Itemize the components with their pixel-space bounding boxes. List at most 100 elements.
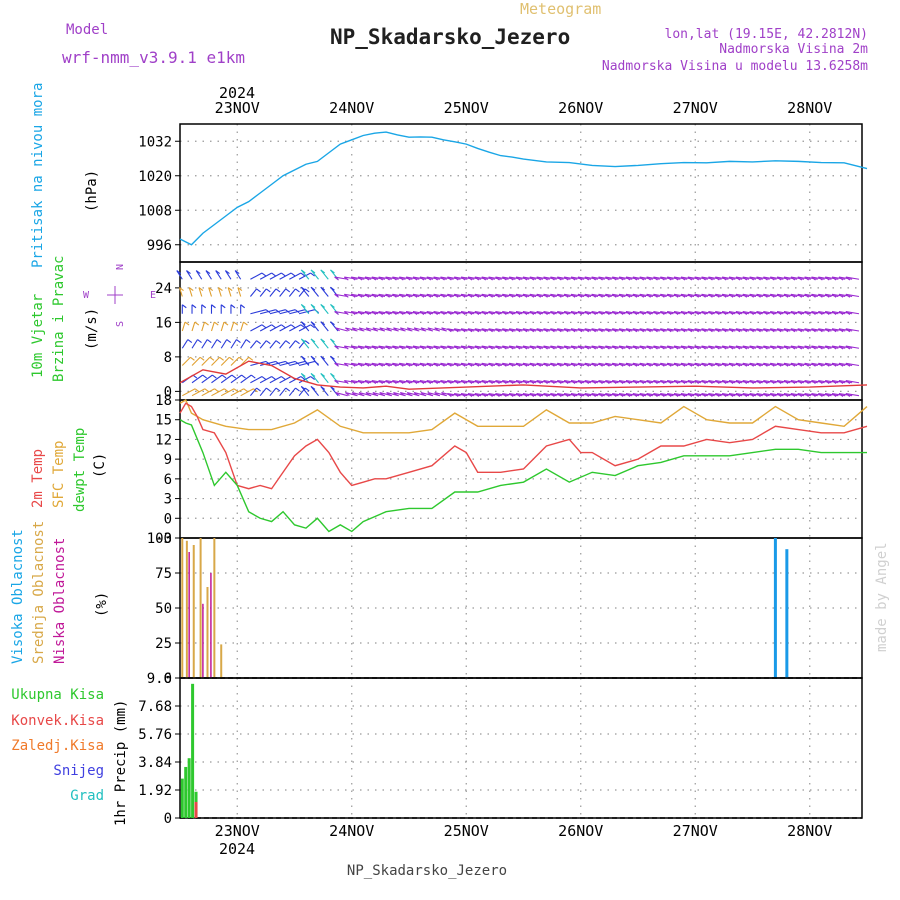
wind-speed-line (179, 360, 868, 390)
wind-arrow (722, 311, 736, 315)
wind-arrow-head (618, 328, 624, 333)
wind-arrow (742, 392, 757, 397)
wind-arrow (488, 380, 502, 384)
wind-arrow-head (742, 328, 748, 333)
wind-arrow-head (660, 345, 665, 350)
wind-arrow-head (666, 393, 672, 397)
wind-arrow-head (708, 362, 713, 367)
wind-arrow (364, 311, 379, 315)
wind-arrow (680, 328, 695, 332)
wind-arrow-head (213, 321, 219, 326)
wind-arrow (783, 293, 798, 298)
cloud-low-bar (202, 603, 204, 678)
wind-arrow (701, 392, 715, 397)
wind-arrow-head (818, 362, 823, 367)
wind-arrow (763, 328, 777, 332)
wind-arrow-head (334, 276, 339, 281)
ytick-label: 6 (164, 472, 172, 488)
wind-arrow-head (372, 392, 378, 396)
wind-arrow-head (680, 345, 686, 350)
wind-arrow-head (708, 345, 713, 350)
top-year-label: 2024 (219, 84, 255, 102)
wind-arrow-head (224, 388, 229, 393)
wind-arrow-head (756, 345, 761, 350)
wind-arrow-head (253, 388, 258, 393)
wind-arrow-head (495, 293, 500, 298)
precip-total-bar (191, 683, 195, 818)
wind-arrow-head (550, 362, 555, 367)
wind-arrow (220, 339, 228, 349)
wind-arrow-head (495, 311, 500, 316)
wind-arrow (364, 345, 379, 349)
wind-arrow-head (742, 311, 748, 316)
wind-arrow-head (508, 362, 514, 367)
wind-arrow (351, 362, 365, 367)
ytick-label: 7.68 (138, 699, 172, 715)
wind-arrow (536, 311, 550, 315)
wind-arrow (378, 380, 392, 384)
wind-arrow-head (790, 328, 796, 333)
station-title: NP_Skadarsko_Jezero (330, 25, 570, 49)
wind-arrow-head (756, 393, 761, 397)
wind-arrow (584, 311, 599, 315)
wind-arrow-head (584, 328, 590, 333)
wind-arrow (426, 293, 441, 298)
wind-arrow-head (515, 293, 521, 298)
wind-arrow (447, 345, 461, 349)
wind-arrow (536, 362, 550, 367)
wind-arrow (818, 276, 832, 280)
wind-arrow-head (543, 393, 548, 397)
wind-arrow-head (769, 311, 775, 316)
wind-arrow-head (756, 293, 761, 298)
wind-arrow-head (310, 376, 315, 380)
wind-arrow (687, 293, 702, 298)
wind-arrow-head (769, 328, 775, 333)
wind-arrow-head (351, 327, 357, 332)
wind-arrow-head (501, 293, 507, 298)
wind-arrow (646, 345, 660, 349)
wind-arrow-head (357, 362, 363, 367)
wind-arrow (364, 380, 379, 384)
wind-arrow (701, 276, 715, 280)
wind-arrow (694, 362, 708, 367)
wind-arrow-head (522, 276, 528, 281)
wind-arrow (260, 360, 276, 367)
wind-arrow (440, 380, 454, 384)
wind-arrow-head (371, 380, 377, 385)
wind-arrow-head (412, 380, 418, 385)
wind-arrow-head (591, 328, 596, 333)
wind-unit: (m/s) (84, 308, 100, 350)
wind-arrow (742, 311, 757, 315)
wind-arrow-head (230, 304, 236, 309)
wind-arrow (522, 362, 537, 367)
wind-arrow-head (818, 293, 823, 298)
wind-arrow-head (378, 293, 383, 298)
wind-arrow (529, 293, 544, 298)
bottom-date-label: 26NOV (558, 822, 603, 840)
wind-arrow-head (467, 393, 473, 397)
wind-arrow (818, 293, 832, 298)
wind-arrow (790, 345, 805, 349)
wind-arrow (687, 328, 702, 332)
wind-arrow (426, 311, 441, 315)
wind-arrow-head (680, 276, 686, 281)
wind-arrow (804, 345, 818, 349)
wind-arrow-head (598, 362, 603, 367)
wind-arrow-head (223, 321, 229, 326)
wind-arrow-head (250, 374, 256, 379)
wind-arrow (550, 345, 564, 349)
wind-arrow (298, 272, 311, 280)
wind-arrow (632, 362, 647, 367)
wind-arrow-head (605, 345, 610, 350)
wind-arrow-head (818, 380, 823, 385)
wind-arrow (653, 328, 667, 332)
wind-arrow-head (335, 327, 340, 332)
wind-arrow (249, 288, 258, 297)
wind-arrow-head (265, 288, 271, 293)
wind-arrow (529, 345, 544, 349)
wind-arrow (783, 328, 798, 332)
wind-arrow (838, 276, 853, 280)
compass-s: S (115, 321, 126, 327)
wind-arrow (279, 272, 292, 280)
